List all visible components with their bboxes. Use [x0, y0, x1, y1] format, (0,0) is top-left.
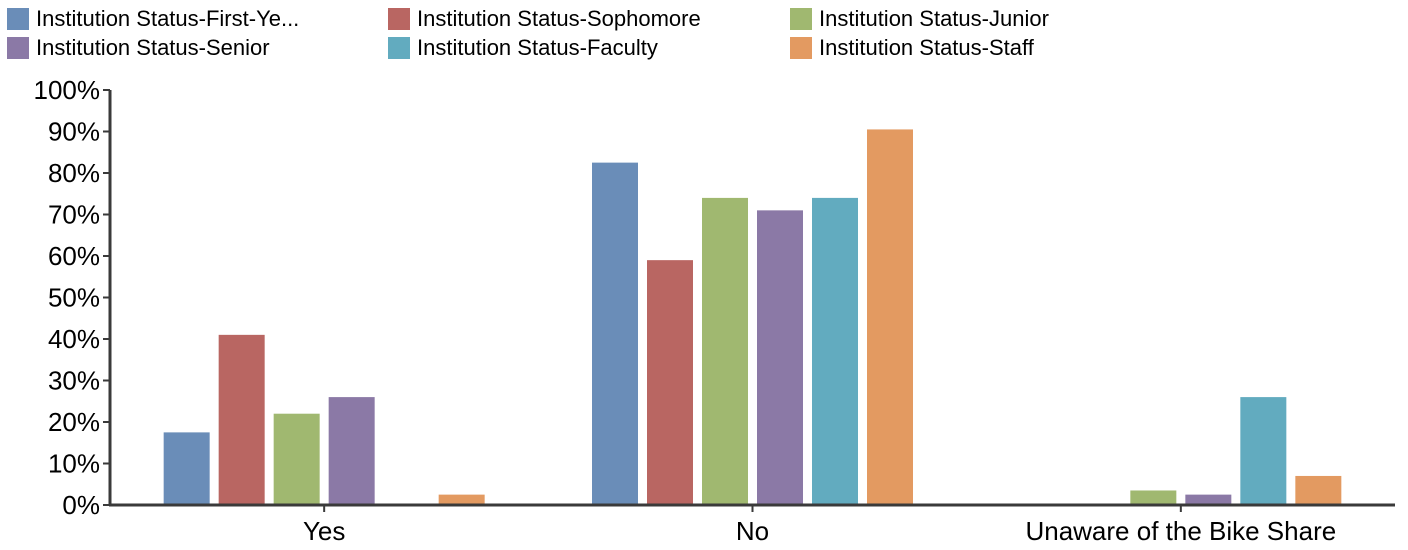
bar-series1-category2 — [592, 162, 638, 504]
legend-swatch-6 — [790, 37, 812, 59]
y-tick-label: 0% — [62, 490, 100, 520]
bar-series3-category3 — [1130, 490, 1177, 504]
y-tick-label: 20% — [48, 407, 100, 437]
legend: Institution Status-First-Ye... Institutio… — [7, 6, 1049, 60]
bar-series3-category2 — [702, 197, 748, 504]
legend-label-6: Institution Status-Staff — [819, 35, 1035, 60]
legend-label-1: Institution Status-First-Ye... — [36, 6, 299, 31]
legend-swatch-2 — [388, 8, 410, 30]
legend-label-5: Institution Status-Faculty — [417, 35, 658, 60]
bar-series2-category2 — [647, 260, 693, 504]
y-tick-label: 100% — [34, 75, 101, 105]
bar-series1-category1 — [163, 432, 210, 504]
legend-label-3: Institution Status-Junior — [819, 6, 1049, 31]
bar-series4-category3 — [1185, 494, 1232, 504]
legend-swatch-5 — [388, 37, 410, 59]
bar-series3-category1 — [273, 413, 320, 504]
bars — [163, 129, 1342, 504]
y-tick-label: 30% — [48, 366, 100, 396]
axes: 0% 10% 20% 30% 40% 50% 60% 70% 80% 90% 100% Yes No Un… — [34, 75, 1395, 546]
x-category-label: No — [736, 516, 769, 546]
y-tick-label: 50% — [48, 283, 100, 313]
y-tick-label: 70% — [48, 200, 100, 230]
bar-series2-category1 — [218, 334, 265, 504]
bar-series6-category3 — [1295, 475, 1342, 504]
y-tick-label: 80% — [48, 158, 100, 188]
y-tick-label: 40% — [48, 324, 100, 354]
bar-series4-category2 — [757, 210, 803, 504]
x-category-label: Unaware of the Bike Share — [1025, 516, 1336, 546]
legend-label-4: Institution Status-Senior — [36, 35, 270, 60]
bar-series6-category2 — [867, 129, 913, 504]
y-tick-label: 60% — [48, 241, 100, 271]
legend-swatch-4 — [7, 37, 29, 59]
bar-series6-category1 — [438, 494, 485, 504]
legend-label-2: Institution Status-Sophomore — [417, 6, 701, 31]
legend-swatch-1 — [7, 8, 29, 30]
x-category-label: Yes — [303, 516, 345, 546]
legend-swatch-3 — [790, 8, 812, 30]
bar-series5-category2 — [812, 197, 858, 504]
bar-series4-category1 — [328, 397, 375, 504]
y-tick-label: 90% — [48, 117, 100, 147]
y-tick-label: 10% — [48, 449, 100, 479]
bar-series5-category3 — [1240, 397, 1287, 504]
